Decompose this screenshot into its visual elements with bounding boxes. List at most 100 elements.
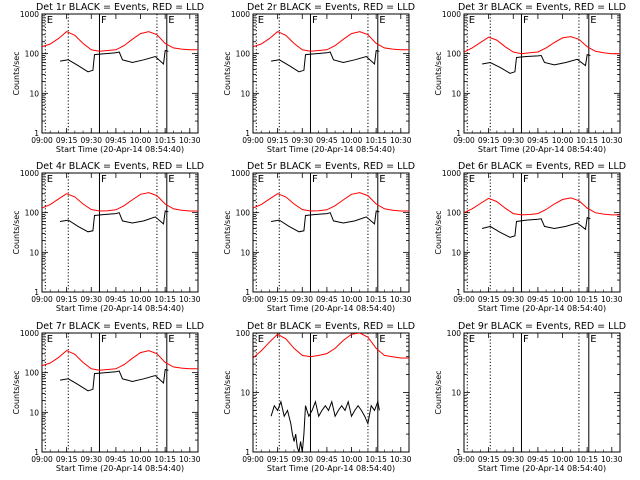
x-tick-label: 10:15	[576, 136, 598, 145]
x-tick-label: 10:30	[601, 295, 623, 304]
x-axis-label: Start Time (20-Apr-14 08:54:40)	[478, 304, 606, 313]
event-marker-label: E	[47, 174, 53, 185]
y-axis-label: Counts/sec	[12, 370, 21, 414]
x-tick-label: 10:15	[365, 455, 387, 464]
y-tick-label: 10	[451, 389, 461, 398]
x-tick-label: 09:00	[31, 295, 53, 304]
event-marker-label: F	[523, 334, 529, 345]
lld-rate-line	[464, 36, 620, 55]
y-tick-label: 10	[29, 408, 39, 417]
panel-title: Det 5r BLACK = Events, RED = LLD	[247, 161, 415, 172]
event-rate-line	[271, 210, 380, 233]
x-tick-label: 10:15	[576, 455, 598, 464]
x-axis-label: Start Time (20-Apr-14 08:54:40)	[267, 464, 395, 473]
x-tick-label: 09:15	[478, 136, 500, 145]
x-tick-label: 09:45	[105, 295, 127, 304]
plot-frame	[463, 13, 621, 134]
lld-rate-line	[42, 31, 198, 52]
panel-det-1: Det 1r BLACK = Events, RED = LLD 1 10 100 10…	[12, 2, 204, 154]
panel-det-8: Det 8r BLACK = Events, RED = LLD 1 10 100 09…	[223, 321, 415, 473]
event-marker-label: E	[258, 334, 264, 345]
event-marker-label: E	[379, 174, 385, 185]
x-tick-label: 10:00	[130, 295, 152, 304]
x-axis-label: Start Time (20-Apr-14 08:54:40)	[56, 145, 184, 154]
event-rate-line	[270, 399, 380, 452]
x-tick-label: 09:45	[316, 295, 338, 304]
event-rate-line	[481, 216, 591, 238]
event-marker-label: E	[590, 174, 596, 185]
panel-det-9: Det 9r BLACK = Events, RED = LLD 1 10 100 09…	[434, 321, 626, 473]
x-axis-label: Start Time (20-Apr-14 08:54:40)	[267, 145, 395, 154]
event-marker-label: E	[258, 15, 264, 26]
plot-frame	[252, 172, 410, 293]
x-tick-label: 10:00	[341, 455, 363, 464]
y-tick-label: 1	[456, 288, 461, 297]
x-tick-label: 10:15	[154, 295, 176, 304]
event-marker-label: E	[379, 334, 385, 345]
x-tick-label: 10:00	[130, 455, 152, 464]
event-marker-label: E	[590, 15, 596, 26]
y-tick-label: 1	[245, 288, 250, 297]
event-rate-line	[271, 49, 380, 73]
event-marker-label: F	[312, 334, 318, 345]
x-tick-label: 09:15	[478, 295, 500, 304]
y-tick-label: 10	[240, 389, 250, 398]
x-tick-label: 10:30	[390, 455, 412, 464]
x-tick-label: 09:45	[316, 455, 338, 464]
y-tick-label: 100	[236, 329, 251, 338]
panel-det-7: Det 7r BLACK = Events, RED = LLD 1 10 100 10…	[12, 321, 204, 473]
plot-frame	[41, 172, 199, 293]
panel-det-4: Det 4r BLACK = Events, RED = LLD 1 10 100 10…	[12, 161, 204, 313]
y-axis-label: Counts/sec	[12, 210, 21, 254]
y-tick-label: 1	[34, 448, 39, 457]
event-marker-label: F	[312, 15, 318, 26]
y-tick-label: 100	[236, 209, 251, 218]
x-tick-label: 09:45	[527, 295, 549, 304]
x-tick-label: 09:45	[316, 136, 338, 145]
x-tick-label: 10:00	[552, 455, 574, 464]
lld-rate-line	[253, 333, 409, 359]
y-tick-label: 10	[240, 89, 250, 98]
x-tick-label: 09:30	[502, 136, 524, 145]
lld-rate-line	[42, 192, 198, 212]
x-tick-label: 09:30	[291, 136, 313, 145]
event-rate-line	[482, 53, 591, 74]
x-tick-label: 09:30	[80, 295, 102, 304]
event-marker-label: E	[379, 15, 385, 26]
y-tick-label: 10	[451, 89, 461, 98]
x-tick-label: 09:15	[56, 295, 78, 304]
panel-title: Det 9r BLACK = Events, RED = LLD	[458, 321, 626, 332]
y-tick-label: 1000	[442, 169, 461, 178]
event-marker-label: E	[168, 334, 174, 345]
event-marker-label: E	[168, 174, 174, 185]
y-tick-label: 1000	[20, 329, 39, 338]
x-tick-label: 09:15	[478, 455, 500, 464]
panel-det-6: Det 6r BLACK = Events, RED = LLD 1 10 100 10…	[434, 161, 626, 313]
x-tick-label: 09:15	[267, 455, 289, 464]
x-axis-label: Start Time (20-Apr-14 08:54:40)	[56, 464, 184, 473]
y-tick-label: 100	[447, 50, 462, 59]
y-axis-label: Counts/sec	[223, 51, 232, 95]
y-tick-label: 1000	[231, 169, 250, 178]
x-axis-label: Start Time (20-Apr-14 08:54:40)	[478, 464, 606, 473]
y-tick-label: 100	[25, 369, 40, 378]
lld-rate-line	[253, 31, 409, 52]
x-tick-label: 10:15	[365, 295, 387, 304]
x-tick-label: 10:00	[341, 295, 363, 304]
lld-rate-line	[464, 197, 620, 216]
y-tick-label: 100	[25, 209, 40, 218]
x-tick-label: 09:30	[291, 295, 313, 304]
x-tick-label: 10:15	[154, 136, 176, 145]
x-axis-label: Start Time (20-Apr-14 08:54:40)	[267, 304, 395, 313]
lld-rate-line	[253, 192, 409, 212]
x-tick-label: 09:45	[527, 136, 549, 145]
event-rate-line	[60, 210, 169, 233]
x-tick-label: 10:15	[365, 136, 387, 145]
x-tick-label: 09:15	[267, 136, 289, 145]
x-tick-label: 09:30	[80, 455, 102, 464]
x-tick-label: 10:30	[179, 136, 201, 145]
event-marker-label: E	[590, 334, 596, 345]
x-tick-label: 10:00	[130, 136, 152, 145]
